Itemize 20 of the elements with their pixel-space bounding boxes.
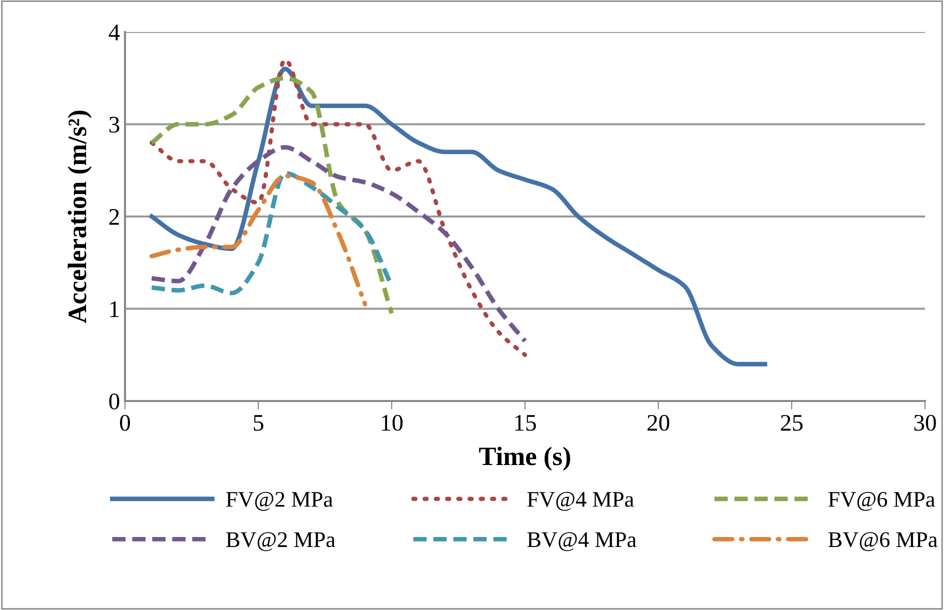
x-tick-label: 15	[515, 414, 536, 431]
x-tick-label: 25	[780, 414, 803, 431]
y-tick-label: 0	[109, 393, 120, 410]
y-tick-label: 2	[109, 209, 119, 225]
legend-label: FV@4 MPa	[527, 492, 634, 511]
y-tick-label: 1	[110, 301, 119, 317]
y-tick-label: 3	[109, 116, 120, 133]
legend-label: BV@2 MPa	[226, 532, 336, 552]
x-tick-label: 20	[648, 414, 670, 431]
x-tick-label: 10	[382, 414, 403, 431]
y-axis-title: Acceleration (m/s²)	[68, 110, 92, 324]
legend-label: BV@4 MPa	[527, 532, 636, 552]
x-axis-title: Time (s)	[479, 446, 570, 471]
legend-label: BV@6 MPa	[828, 532, 938, 552]
x-tick-label: 30	[914, 414, 936, 431]
legend-label: FV@6 MPa	[828, 492, 935, 511]
x-tick-label: 5	[254, 415, 264, 431]
y-tick-label: 4	[108, 24, 120, 40]
x-tick-label: 0	[120, 414, 130, 431]
legend-label: FV@2 MPa	[226, 492, 333, 511]
